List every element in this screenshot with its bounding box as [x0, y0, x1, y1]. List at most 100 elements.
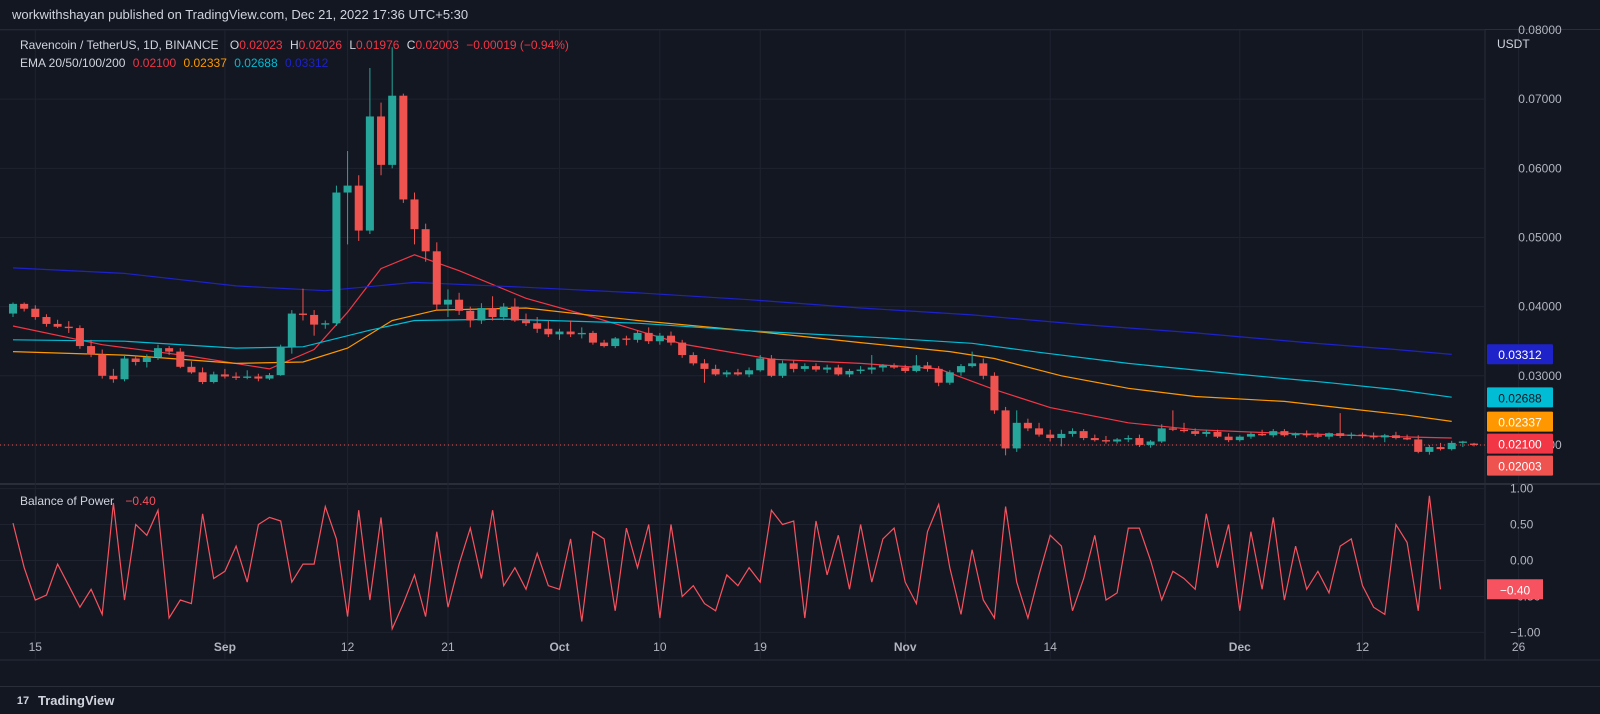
candle-body	[934, 368, 943, 383]
candle-body	[98, 354, 107, 376]
candle-body	[990, 375, 999, 411]
candle-body	[1425, 447, 1434, 452]
ema50-value: 0.02337	[183, 56, 227, 70]
candle-body	[1246, 433, 1255, 437]
candle-body	[956, 366, 965, 373]
candle-body	[1302, 433, 1311, 436]
candle-body	[421, 229, 430, 252]
candle-body	[1068, 431, 1077, 434]
price-badge-label: 0.02688	[1498, 391, 1542, 405]
candle-body	[600, 342, 609, 347]
candle-body	[1380, 435, 1389, 438]
candle-body	[756, 358, 765, 371]
candle-body	[455, 299, 464, 311]
change-value: −0.00019 (−0.94%)	[466, 38, 569, 52]
candle-body	[979, 363, 988, 376]
ema20-value: 0.02100	[132, 56, 177, 70]
symbol-legend: Ravencoin / TetherUS, 1D, BINANCE O0.020…	[20, 38, 577, 52]
candle-body	[800, 366, 809, 369]
candle-body	[1079, 431, 1088, 439]
candle-body	[176, 351, 185, 367]
candle-body	[1180, 429, 1189, 432]
candle-body	[298, 313, 307, 315]
candle-body	[533, 323, 542, 329]
candle-body	[845, 370, 854, 375]
time-tick-label: Dec	[1229, 640, 1251, 654]
ema-line	[12, 267, 1452, 355]
price-badges: 0.03312 0.02688 0.02337 0.02100 0.02003 −0.40	[1487, 344, 1553, 600]
candle-body	[243, 376, 252, 378]
candle-body	[1090, 438, 1099, 441]
bop-badge-label: −0.40	[1500, 583, 1531, 597]
price-tick-label: 0.08000	[1518, 23, 1562, 37]
ema100-value: 0.02688	[234, 56, 278, 70]
published-info: workwithshayan published on TradingView.…	[12, 7, 469, 22]
candle-body	[1458, 441, 1467, 443]
candle-body	[165, 348, 174, 352]
balance-of-power-line	[12, 495, 1442, 632]
candle-body	[276, 346, 285, 376]
candle-body	[1447, 442, 1456, 450]
candle-body	[510, 306, 519, 321]
ema200-value: 0.03312	[284, 56, 329, 70]
candle-body	[142, 357, 151, 362]
price-badge-label: 0.03312	[1498, 348, 1542, 362]
candle-body	[588, 332, 597, 343]
candle-body	[733, 372, 742, 375]
close-value: 0.02003	[415, 38, 459, 52]
candle-body	[232, 376, 241, 378]
candle-body	[811, 366, 821, 370]
candle-body	[42, 317, 51, 324]
time-tick-label: 10	[653, 640, 667, 654]
candle-body	[332, 192, 341, 324]
candle-body	[945, 372, 954, 383]
close-label: C	[406, 38, 416, 52]
bop-tick-label: 0.00	[1510, 554, 1534, 568]
candle-body	[377, 116, 386, 165]
candles	[8, 47, 1479, 456]
candle-body	[633, 332, 642, 340]
candle-body	[678, 342, 687, 356]
candle-body	[410, 199, 419, 230]
price-badge	[1487, 455, 1553, 476]
price-badge	[1487, 344, 1553, 365]
candle-body	[611, 338, 620, 347]
footer: 17 TradingView	[0, 686, 1600, 714]
price-badge	[1487, 387, 1553, 408]
time-tick-label: 14	[1044, 640, 1058, 654]
price-badge	[1487, 433, 1553, 454]
time-tick-label: 26	[1512, 640, 1526, 654]
bop-tick-label: 1.00	[1510, 482, 1534, 496]
candle-body	[310, 314, 319, 325]
candle-body	[53, 323, 62, 327]
candle-body	[1269, 431, 1278, 436]
candle-body	[968, 363, 977, 367]
open-value: 0.02023	[239, 38, 283, 52]
price-tick-label: 0.03000	[1518, 369, 1562, 383]
candle-body	[64, 326, 73, 329]
price-tick-label: 0.05000	[1518, 230, 1562, 244]
candle-body	[388, 95, 397, 165]
candle-body	[120, 358, 129, 380]
candle-body	[1291, 433, 1300, 436]
open-label: O	[229, 38, 240, 52]
candle-body	[31, 308, 40, 318]
candle-body	[131, 358, 140, 362]
candle-body	[8, 303, 18, 314]
brand-name: TradingView	[38, 693, 115, 708]
candle-body	[544, 328, 553, 335]
candle-body	[488, 308, 497, 318]
candle-body	[443, 299, 452, 305]
price-badge-label: 0.02337	[1498, 416, 1542, 430]
candle-body	[767, 358, 776, 376]
bop-series-line	[12, 495, 1442, 632]
time-tick-label: Sep	[214, 640, 236, 654]
candle-body	[1436, 447, 1445, 450]
candle-body	[1035, 428, 1044, 435]
candle-body	[1001, 410, 1010, 449]
symbol-title: Ravencoin / TetherUS, 1D, BINANCE	[20, 38, 219, 52]
candle-body	[1280, 431, 1289, 436]
candle-body	[1325, 433, 1334, 437]
candle-body	[87, 346, 96, 355]
